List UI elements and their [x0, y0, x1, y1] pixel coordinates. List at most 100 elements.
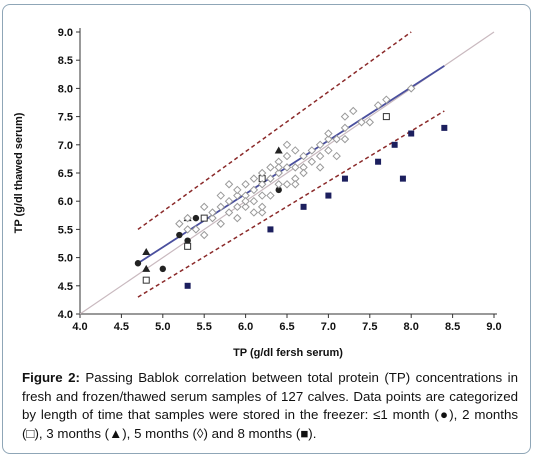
- y-tick-label: 9.0: [58, 27, 73, 39]
- point-diamond: [299, 151, 308, 161]
- y-tick-label: 4.0: [58, 309, 73, 321]
- point-diamond: [315, 163, 325, 172]
- lower-limit-line: [137, 110, 445, 298]
- point-diamond: [249, 174, 259, 183]
- point-diamond: [315, 151, 325, 161]
- point-diamond: [340, 134, 350, 144]
- data-points: [134, 84, 448, 289]
- point-diamond: [266, 174, 275, 183]
- point-diamond: [224, 208, 234, 217]
- x-tick-label: 5.5: [197, 321, 212, 333]
- point-diamond: [282, 163, 292, 172]
- point-filled-square: [375, 158, 382, 165]
- point-diamond: [257, 168, 267, 178]
- point-filled-square: [408, 130, 415, 137]
- axes: 4.0 4.5 5.0 5.5 6.0 6.5 7.0 7.5 8.0 8.5 9.0 4.0 4.5 5…: [58, 27, 502, 333]
- point-circle: [176, 231, 183, 239]
- x-tick-label: 4.0: [72, 321, 87, 333]
- point-filled-square: [399, 175, 406, 182]
- point-diamond: [257, 208, 267, 217]
- y-tick-label: 5.0: [58, 253, 73, 265]
- caption-text: Passing Bablok correlation between total…: [22, 370, 518, 441]
- point-diamond: [357, 118, 366, 127]
- x-tick-label: 9.0: [486, 321, 501, 333]
- point-diamond: [183, 213, 192, 223]
- point-filled-square: [441, 124, 448, 131]
- series-5-months: [175, 84, 416, 240]
- upper-limit-line: [137, 31, 412, 231]
- x-tick-label: 4.5: [114, 321, 129, 333]
- point-diamond: [282, 151, 292, 161]
- point-diamond: [208, 208, 217, 217]
- point-diamond: [274, 163, 283, 172]
- point-diamond: [241, 202, 250, 212]
- y-tick-label: 4.5: [58, 281, 73, 293]
- point-triangle: [274, 146, 283, 154]
- point-diamond: [307, 157, 317, 166]
- point-circle: [192, 214, 200, 222]
- point-diamond: [332, 151, 341, 161]
- point-open-square: [142, 276, 150, 284]
- series--1-month: [134, 186, 282, 273]
- x-tick-label: 6.0: [238, 321, 253, 333]
- point-diamond: [349, 106, 358, 116]
- x-tick-label: 8.5: [445, 321, 460, 333]
- point-diamond: [291, 146, 300, 155]
- point-diamond: [332, 134, 341, 144]
- point-filled-square: [267, 226, 274, 233]
- point-diamond: [315, 140, 325, 150]
- x-tick-label: 6.5: [279, 321, 294, 333]
- point-diamond: [216, 202, 225, 212]
- point-diamond: [365, 118, 375, 127]
- point-filled-square: [184, 282, 191, 289]
- point-diamond: [340, 112, 350, 121]
- point-open-square: [184, 242, 192, 250]
- point-diamond: [216, 191, 225, 200]
- point-circle: [159, 265, 166, 273]
- point-diamond: [224, 180, 234, 189]
- point-diamond: [199, 202, 209, 212]
- point-filled-square: [300, 203, 307, 210]
- point-diamond: [299, 168, 308, 178]
- point-filled-square: [341, 175, 348, 182]
- point-diamond: [324, 146, 333, 155]
- point-diamond: [274, 180, 283, 189]
- point-diamond: [183, 225, 192, 234]
- point-diamond: [233, 213, 242, 223]
- point-diamond: [208, 213, 217, 223]
- x-axis-label: TP (g/dl fersh serum): [233, 347, 343, 359]
- x-tick-label: 7.0: [321, 321, 336, 333]
- series-8-months: [184, 124, 448, 289]
- point-diamond: [291, 180, 300, 189]
- y-tick-label: 8.5: [58, 55, 73, 67]
- point-diamond: [233, 185, 242, 195]
- point-open-square: [382, 113, 390, 121]
- x-tick-label: 5.0: [155, 321, 170, 333]
- point-diamond: [266, 163, 275, 172]
- point-diamond: [199, 230, 209, 240]
- figure-caption: Figure 2: Passing Bablok correlation bet…: [22, 369, 518, 443]
- point-diamond: [307, 146, 317, 155]
- point-diamond: [282, 140, 292, 150]
- point-diamond: [233, 202, 242, 212]
- y-tick-label: 7.5: [58, 112, 73, 124]
- point-diamond: [340, 123, 350, 133]
- scatter-chart: 4.0 4.5 5.0 5.5 6.0 6.5 7.0 7.5 8.0 8.5 9.0 4.0 4.5 5…: [13, 27, 502, 359]
- point-circle: [184, 237, 191, 244]
- y-tick-label: 5.5: [58, 224, 73, 236]
- point-diamond: [233, 191, 242, 200]
- point-filled-square: [391, 141, 398, 148]
- point-diamond: [324, 129, 333, 138]
- point-circle: [134, 260, 142, 267]
- point-diamond: [406, 84, 416, 93]
- point-diamond: [175, 219, 184, 228]
- y-tick-label: 6.5: [58, 168, 73, 180]
- point-diamond: [249, 208, 259, 217]
- point-diamond: [241, 196, 250, 206]
- regression-line: [137, 65, 445, 264]
- point-diamond: [291, 163, 300, 172]
- point-triangle: [142, 247, 151, 255]
- y-tick-label: 7.0: [58, 140, 73, 152]
- point-circle: [275, 186, 282, 194]
- y-axis-label: TP (g/dl thawed serum): [13, 112, 25, 233]
